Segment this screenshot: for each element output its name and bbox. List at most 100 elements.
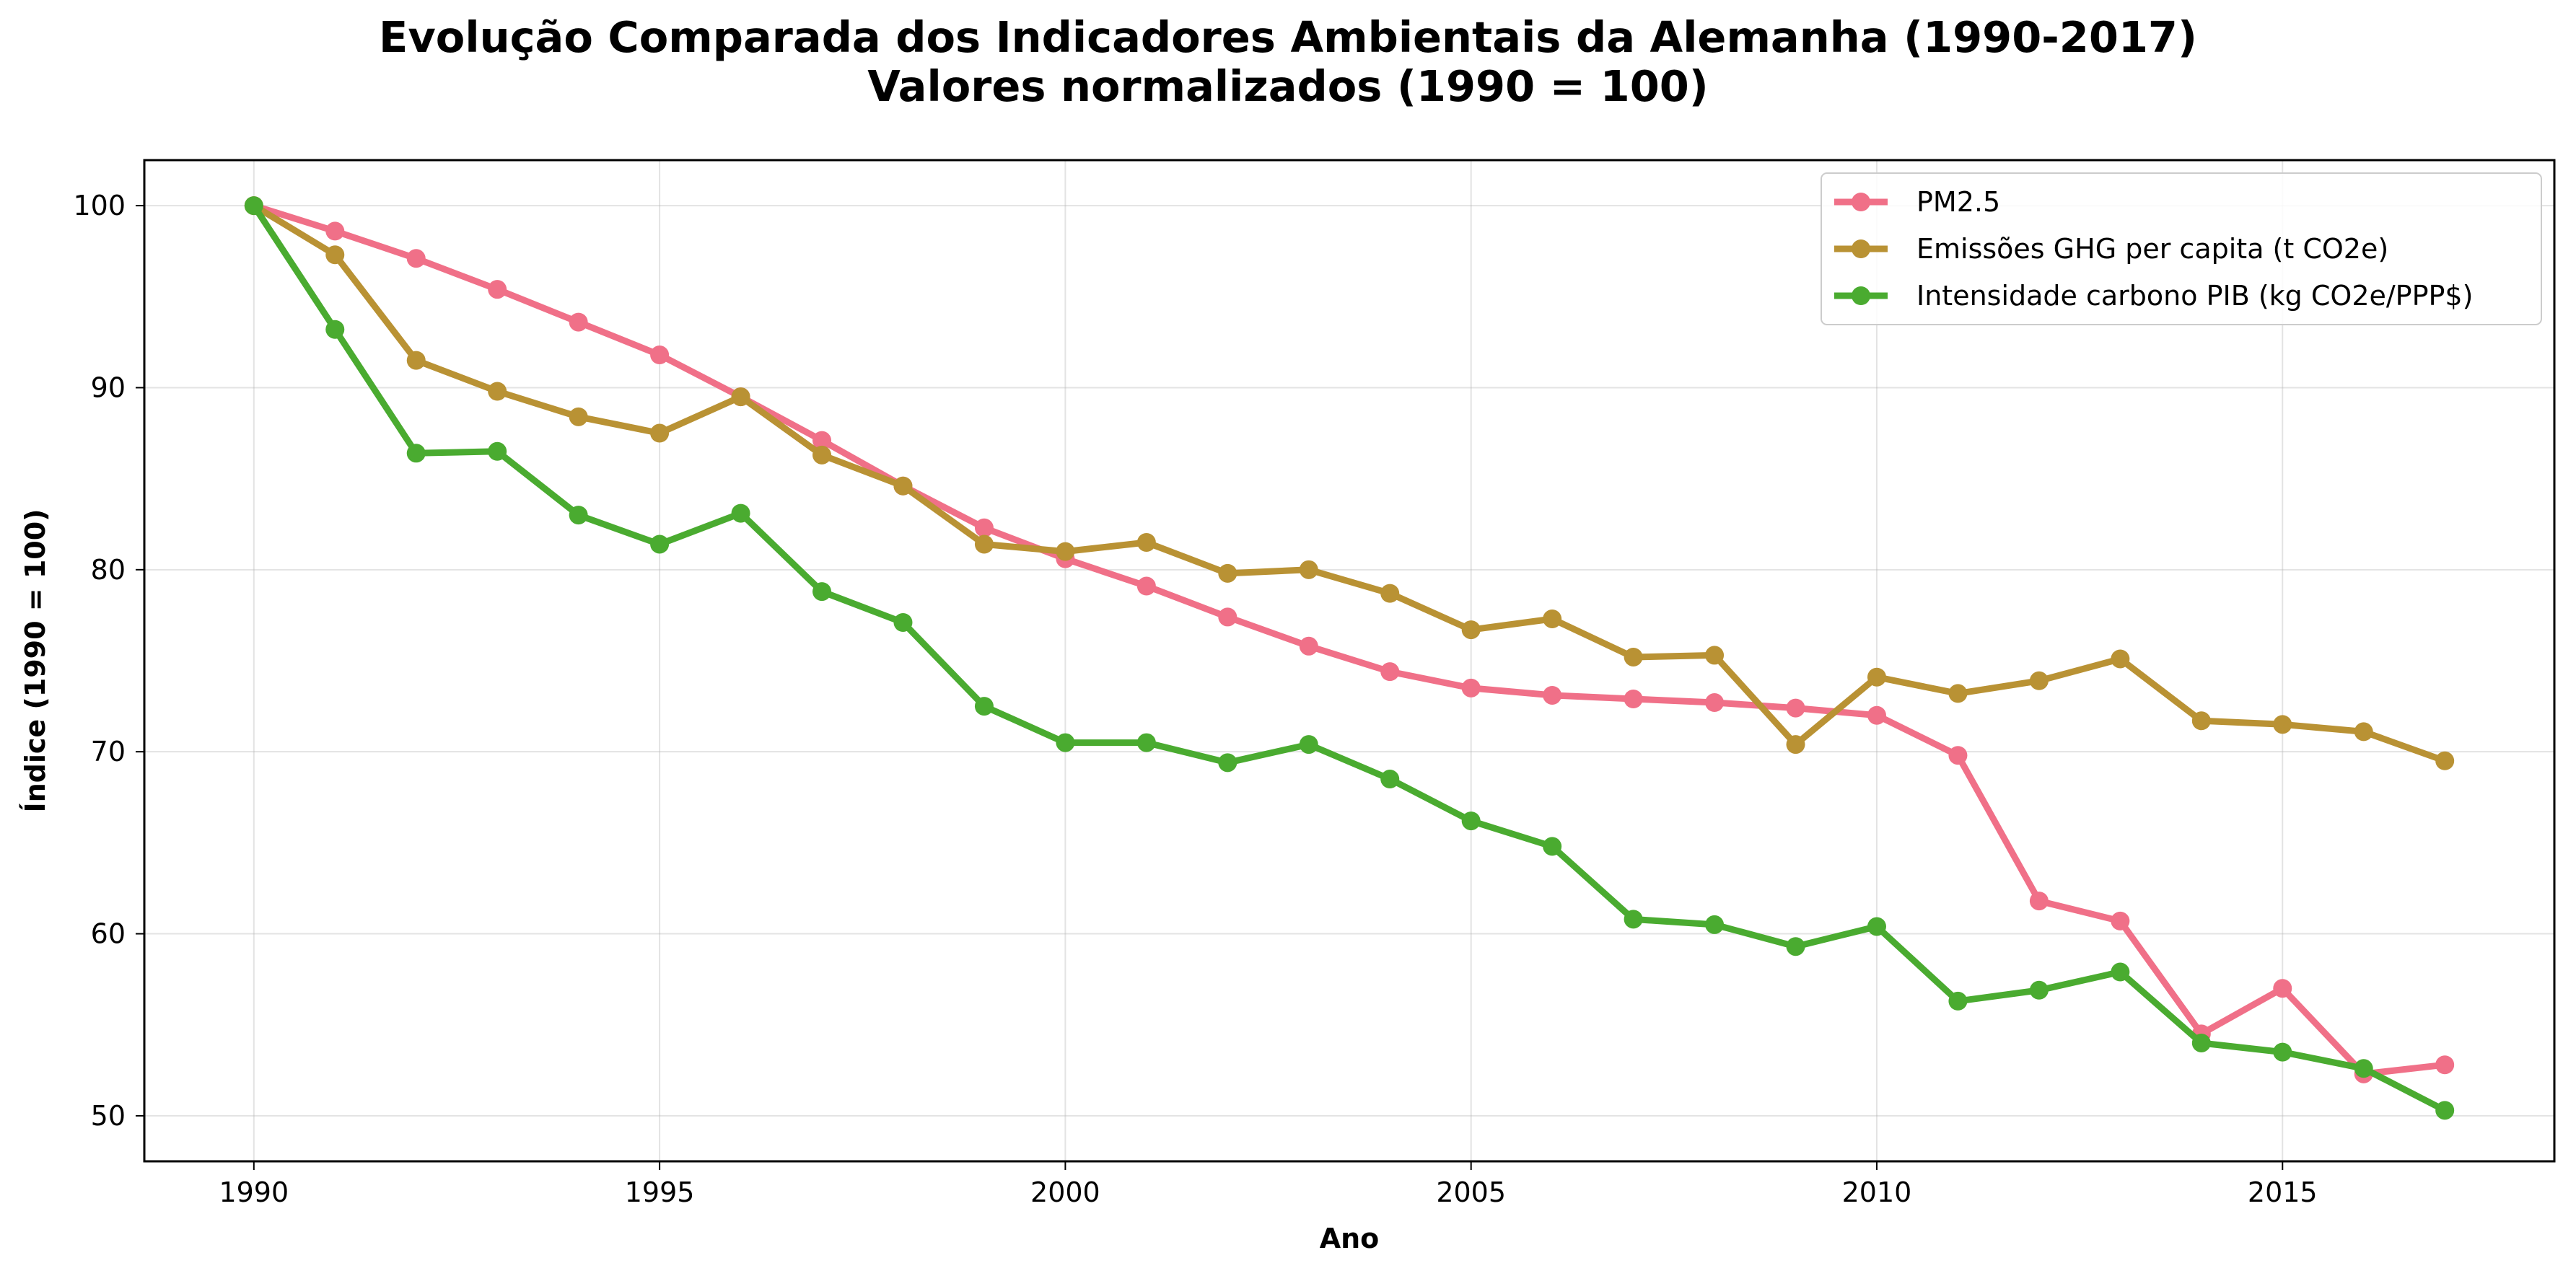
data-point	[974, 697, 994, 716]
y-tick-label: 80	[91, 554, 126, 586]
data-point	[2273, 979, 2292, 998]
data-point	[406, 351, 426, 370]
data-point	[2111, 649, 2130, 669]
data-point	[2435, 751, 2455, 770]
legend-item: Intensidade carbono PIB (kg CO2e/PPP$)	[1834, 280, 2473, 312]
legend-item: PM2.5	[1834, 186, 2000, 218]
data-point	[1705, 915, 1725, 934]
data-point	[325, 221, 345, 241]
data-point	[893, 613, 913, 633]
y-tick-label: 70	[91, 736, 126, 767]
data-point	[1299, 560, 1318, 579]
data-point	[1218, 753, 1237, 773]
legend-marker	[1852, 286, 1870, 305]
data-point	[1867, 917, 1886, 936]
x-tick-label: 1995	[625, 1176, 695, 1208]
data-point	[2029, 892, 2049, 911]
x-axis-label: Ano	[1320, 1223, 1380, 1254]
data-point	[2354, 722, 2373, 742]
grid	[144, 160, 2554, 1161]
data-point	[325, 245, 345, 265]
data-point	[1867, 705, 1886, 725]
data-point	[1299, 735, 1318, 754]
data-point	[1624, 689, 1643, 708]
data-point	[2435, 1101, 2455, 1120]
data-point	[974, 518, 994, 537]
x-tick-label: 2000	[1030, 1176, 1100, 1208]
data-point	[1543, 837, 1562, 856]
data-point	[1948, 991, 1968, 1011]
data-point	[731, 503, 750, 523]
y-axis-label: Índice (1990 = 100)	[19, 509, 51, 812]
data-point	[2191, 1033, 2211, 1052]
data-point	[1867, 667, 1886, 687]
axes: 1990 1995 2000 2005 2010 2015 50 60 70 80 90 100	[73, 190, 2317, 1208]
legend-label: Intensidade carbono PIB (kg CO2e/PPP$)	[1916, 280, 2473, 312]
data-point	[569, 407, 588, 426]
chart-subtitle: Valores normalizados (1990 = 100)	[867, 61, 1709, 111]
data-point	[1461, 811, 1481, 831]
data-point	[2273, 715, 2292, 734]
data-point	[1624, 910, 1643, 929]
data-point	[1786, 735, 1805, 754]
data-point	[893, 476, 913, 496]
data-point	[1948, 684, 1968, 703]
data-point	[650, 534, 670, 554]
data-point	[1624, 647, 1643, 666]
data-point	[1136, 576, 1156, 596]
y-tick-label: 50	[91, 1100, 126, 1132]
data-point	[1299, 636, 1318, 656]
data-point	[2354, 1059, 2373, 1078]
data-point	[1056, 542, 1075, 561]
legend-marker	[1852, 239, 1870, 258]
data-point	[1543, 609, 1562, 628]
data-point	[325, 320, 345, 339]
data-point	[1056, 733, 1075, 752]
data-point	[1218, 607, 1237, 627]
x-tick-label: 2015	[2248, 1176, 2318, 1208]
x-tick-label: 2010	[1842, 1176, 1912, 1208]
data-point	[1136, 532, 1156, 552]
data-point	[2029, 980, 2049, 1000]
legend-marker	[1852, 193, 1870, 211]
data-point	[812, 431, 832, 450]
legend: PM2.5 Emissões GHG per capita (t CO2e) Int…	[1821, 172, 2542, 325]
plot-frame	[143, 159, 2556, 1163]
data-point	[731, 387, 750, 407]
legend-box	[1821, 172, 2542, 325]
data-point	[1380, 584, 1400, 603]
data-point	[650, 346, 670, 365]
data-point	[2111, 911, 2130, 930]
data-point	[2273, 1042, 2292, 1062]
series-line	[250, 202, 2448, 1114]
data-point	[244, 196, 263, 216]
y-tick-label: 100	[73, 190, 126, 221]
data-point	[1948, 746, 1968, 765]
chart-title: Evolução Comparada dos Indicadores Ambie…	[379, 12, 2197, 62]
data-point	[1543, 685, 1562, 705]
data-point	[812, 582, 832, 602]
data-point	[488, 280, 507, 299]
y-tick-label: 90	[91, 371, 126, 403]
data-point	[2435, 1055, 2455, 1075]
series-2	[244, 196, 2455, 1120]
legend-item: Emissões GHG per capita (t CO2e)	[1834, 233, 2388, 265]
data-point	[1786, 698, 1805, 718]
data-point	[406, 249, 426, 268]
data-point	[1705, 693, 1725, 713]
data-point	[569, 506, 588, 525]
data-point	[1380, 770, 1400, 789]
data-point	[488, 382, 507, 401]
data-point	[1461, 620, 1481, 640]
series-line	[250, 202, 2448, 1078]
data-point	[812, 445, 832, 465]
data-point	[1786, 937, 1805, 956]
data-point	[406, 444, 426, 463]
y-tick-label: 60	[91, 918, 126, 950]
data-point	[1461, 678, 1481, 698]
data-point	[1380, 662, 1400, 682]
series-1	[244, 196, 2455, 770]
legend-label: PM2.5	[1916, 186, 2000, 218]
data-point	[1705, 646, 1725, 665]
